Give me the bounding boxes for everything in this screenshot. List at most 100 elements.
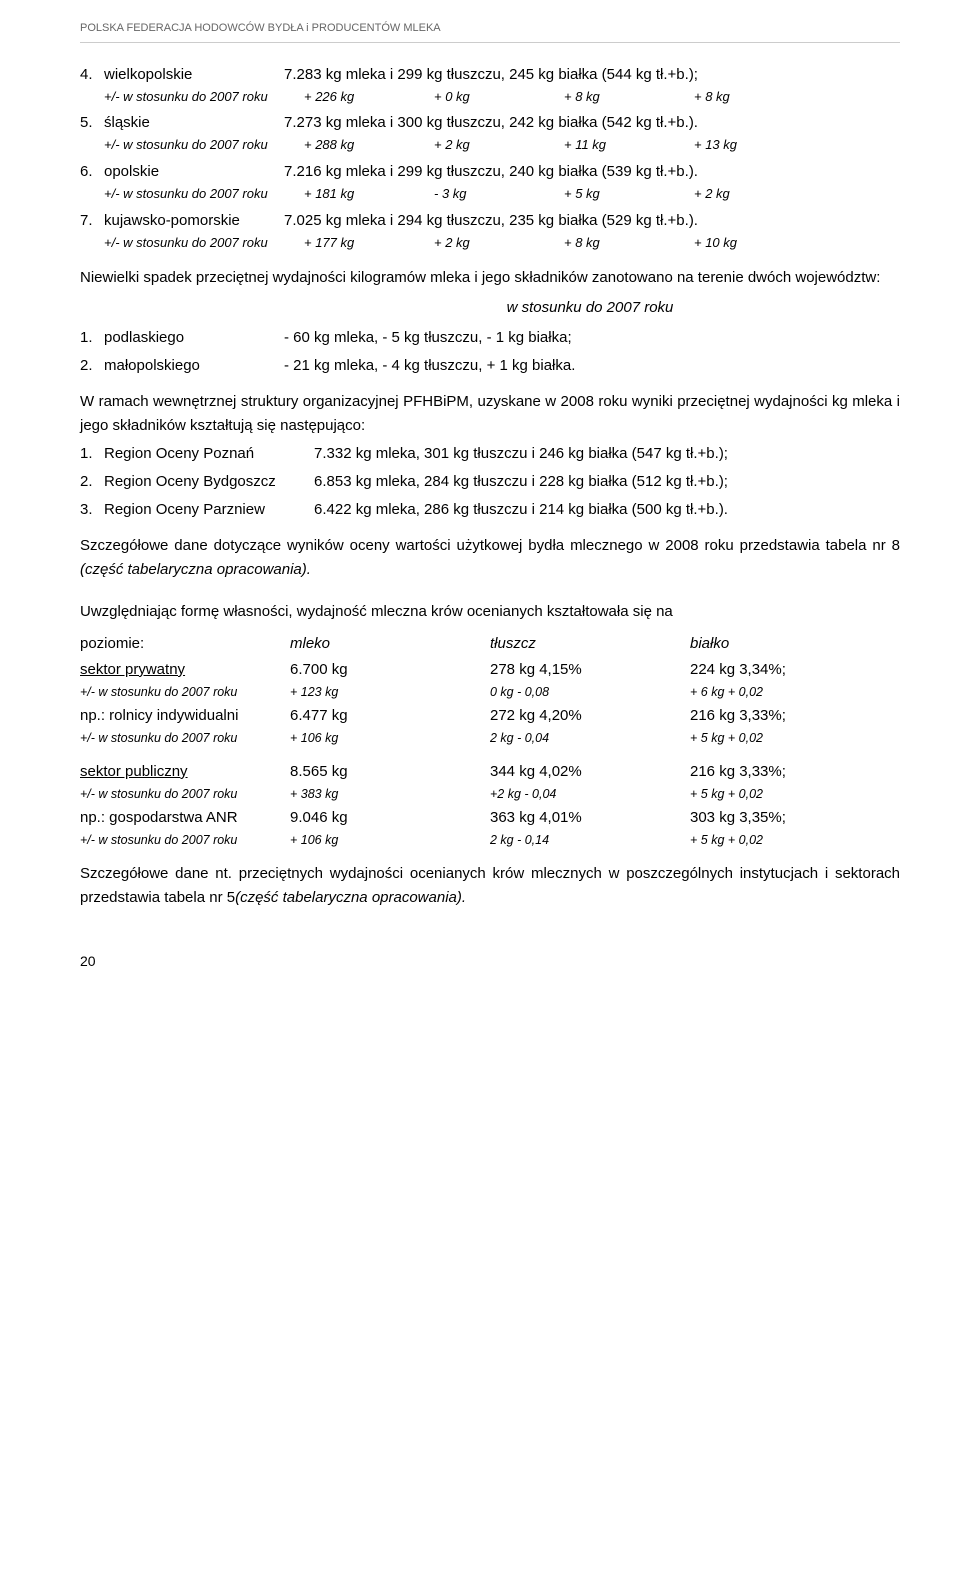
sector-bialko: 303 kg 3,35%;	[690, 806, 900, 830]
drop-stat: - 21 kg mleka, - 4 kg tłuszczu, + 1 kg b…	[284, 354, 900, 378]
sector-row: np.: rolnicy indywidualni6.477 kg272 kg …	[80, 704, 900, 728]
paragraph-4: Uwzględniając formę własności, wydajność…	[80, 600, 900, 624]
page-number: 20	[80, 950, 900, 972]
delta-label: +/- w stosunku do 2007 roku	[104, 184, 304, 205]
delta-v2: + 2 kg	[434, 233, 564, 254]
item-label: wielkopolskie	[104, 63, 284, 87]
sector-bialko: 216 kg 3,33%;	[690, 704, 900, 728]
doc-header: POLSKA FEDERACJA HODOWCÓW BYDŁA i PRODUC…	[80, 20, 900, 43]
item-stat: 7.216 kg mleka i 299 kg tłuszczu, 240 kg…	[284, 160, 900, 184]
item-stat: 7.273 kg mleka i 300 kg tłuszczu, 242 kg…	[284, 111, 900, 135]
sector-row: sektor publiczny8.565 kg344 kg 4,02%216 …	[80, 760, 900, 784]
region-num: 2.	[80, 470, 104, 494]
region-label: Region Oceny Bydgoszcz	[104, 470, 314, 494]
sector-delta-v3: 2 kg - 0,04	[490, 728, 690, 748]
delta-v3: + 5 kg	[564, 184, 694, 205]
stat-line: 4.wielkopolskie7.283 kg mleka i 299 kg t…	[80, 63, 900, 87]
sector-name: sektor publiczny	[80, 760, 290, 784]
sector-delta-v4: + 5 kg + 0,02	[690, 830, 900, 850]
delta-v1: + 181 kg	[304, 184, 434, 205]
paragraph-3: Szczegółowe dane dotyczące wyników oceny…	[80, 534, 900, 582]
region-num: 1.	[80, 442, 104, 466]
delta-label: +/- w stosunku do 2007 roku	[104, 87, 304, 108]
sector-delta-label: +/- w stosunku do 2007 roku	[80, 682, 290, 702]
delta-line: +/- w stosunku do 2007 roku+ 177 kg+ 2 k…	[80, 233, 900, 254]
region-label: Region Oceny Parzniew	[104, 498, 314, 522]
paragraph-5: Szczegółowe dane nt. przeciętnych wydajn…	[80, 862, 900, 910]
delta-line: +/- w stosunku do 2007 roku+ 288 kg+ 2 k…	[80, 135, 900, 156]
drop-label: małopolskiego	[104, 354, 284, 378]
sector-delta-label: +/- w stosunku do 2007 roku	[80, 728, 290, 748]
paragraph-2: W ramach wewnętrznej struktury organizac…	[80, 390, 900, 438]
delta-label: +/- w stosunku do 2007 roku	[104, 233, 304, 254]
drop-line: 1.podlaskiego- 60 kg mleka, - 5 kg tłusz…	[80, 326, 900, 350]
sector-row: np.: gospodarstwa ANR9.046 kg363 kg 4,01…	[80, 806, 900, 830]
sector-header-mleko: mleko	[290, 632, 490, 656]
delta-label: +/- w stosunku do 2007 roku	[104, 135, 304, 156]
sector-tluszcz: 278 kg 4,15%	[490, 658, 690, 682]
delta-v3: + 8 kg	[564, 233, 694, 254]
region-label: Region Oceny Poznań	[104, 442, 314, 466]
sector-delta-v3: 0 kg - 0,08	[490, 682, 690, 702]
region-num: 3.	[80, 498, 104, 522]
sector-delta-v3: 2 kg - 0,14	[490, 830, 690, 850]
sector-mleko: 9.046 kg	[290, 806, 490, 830]
delta-v1: + 288 kg	[304, 135, 434, 156]
delta-v2: + 2 kg	[434, 135, 564, 156]
sector-row: sektor prywatny6.700 kg278 kg 4,15%224 k…	[80, 658, 900, 682]
sector-header-row: poziomie: mleko tłuszcz białko	[80, 632, 900, 656]
sector-mleko: 6.477 kg	[290, 704, 490, 728]
sector-delta-v2: + 383 kg	[290, 784, 490, 804]
sector-header-poziomie: poziomie:	[80, 632, 290, 656]
delta-line: +/- w stosunku do 2007 roku+ 226 kg+ 0 k…	[80, 87, 900, 108]
sector-delta-v4: + 5 kg + 0,02	[690, 728, 900, 748]
sub-header: w stosunku do 2007 roku	[80, 296, 900, 320]
item-num: 7.	[80, 209, 104, 233]
region-stat: 6.853 kg mleka, 284 kg tłuszczu i 228 kg…	[314, 470, 900, 494]
sector-delta: +/- w stosunku do 2007 roku+ 123 kg0 kg …	[80, 682, 900, 702]
drop-label: podlaskiego	[104, 326, 284, 350]
item-label: śląskie	[104, 111, 284, 135]
delta-v1: + 177 kg	[304, 233, 434, 254]
region-stat: 7.332 kg mleka, 301 kg tłuszczu i 246 kg…	[314, 442, 900, 466]
sector-mleko: 8.565 kg	[290, 760, 490, 784]
paragraph-1: Niewielki spadek przeciętnej wydajności …	[80, 266, 900, 290]
delta-v2: - 3 kg	[434, 184, 564, 205]
region-line: 3.Region Oceny Parzniew6.422 kg mleka, 2…	[80, 498, 900, 522]
sector-delta-v2: + 106 kg	[290, 830, 490, 850]
sector-delta-label: +/- w stosunku do 2007 roku	[80, 830, 290, 850]
drop-stat: - 60 kg mleka, - 5 kg tłuszczu, - 1 kg b…	[284, 326, 900, 350]
item-label: opolskie	[104, 160, 284, 184]
stat-line: 5.śląskie7.273 kg mleka i 300 kg tłuszcz…	[80, 111, 900, 135]
sector-name: np.: gospodarstwa ANR	[80, 806, 290, 830]
sector-mleko: 6.700 kg	[290, 658, 490, 682]
stat-line: 7.kujawsko-pomorskie7.025 kg mleka i 294…	[80, 209, 900, 233]
para5-italic: (część tabelaryczna opracowania).	[235, 889, 466, 906]
para3-italic: (część tabelaryczna opracowania).	[80, 561, 311, 578]
stat-line: 6.opolskie7.216 kg mleka i 299 kg tłuszc…	[80, 160, 900, 184]
sector-delta-v4: + 5 kg + 0,02	[690, 784, 900, 804]
sector-delta: +/- w stosunku do 2007 roku+ 383 kg+2 kg…	[80, 784, 900, 804]
region-line: 1.Region Oceny Poznań7.332 kg mleka, 301…	[80, 442, 900, 466]
para5-text: Szczegółowe dane nt. przeciętnych wydajn…	[80, 865, 900, 906]
sector-delta-v3: +2 kg - 0,04	[490, 784, 690, 804]
sector-delta: +/- w stosunku do 2007 roku+ 106 kg2 kg …	[80, 830, 900, 850]
delta-v4: + 13 kg	[694, 135, 824, 156]
drop-num: 1.	[80, 326, 104, 350]
sector-bialko: 216 kg 3,33%;	[690, 760, 900, 784]
delta-v1: + 226 kg	[304, 87, 434, 108]
delta-v2: + 0 kg	[434, 87, 564, 108]
sector-delta-v2: + 106 kg	[290, 728, 490, 748]
item-num: 6.	[80, 160, 104, 184]
sector-bialko: 224 kg 3,34%;	[690, 658, 900, 682]
delta-v4: + 2 kg	[694, 184, 824, 205]
sector-header-tluszcz: tłuszcz	[490, 632, 690, 656]
sector-tluszcz: 272 kg 4,20%	[490, 704, 690, 728]
sector-name: np.: rolnicy indywidualni	[80, 704, 290, 728]
sector-grid: poziomie: mleko tłuszcz białko sektor pr…	[80, 632, 900, 850]
para3-text: Szczegółowe dane dotyczące wyników oceny…	[80, 537, 900, 554]
item-stat: 7.025 kg mleka i 294 kg tłuszczu, 235 kg…	[284, 209, 900, 233]
drop-line: 2.małopolskiego- 21 kg mleka, - 4 kg tłu…	[80, 354, 900, 378]
sector-delta-v4: + 6 kg + 0,02	[690, 682, 900, 702]
item-stat: 7.283 kg mleka i 299 kg tłuszczu, 245 kg…	[284, 63, 900, 87]
